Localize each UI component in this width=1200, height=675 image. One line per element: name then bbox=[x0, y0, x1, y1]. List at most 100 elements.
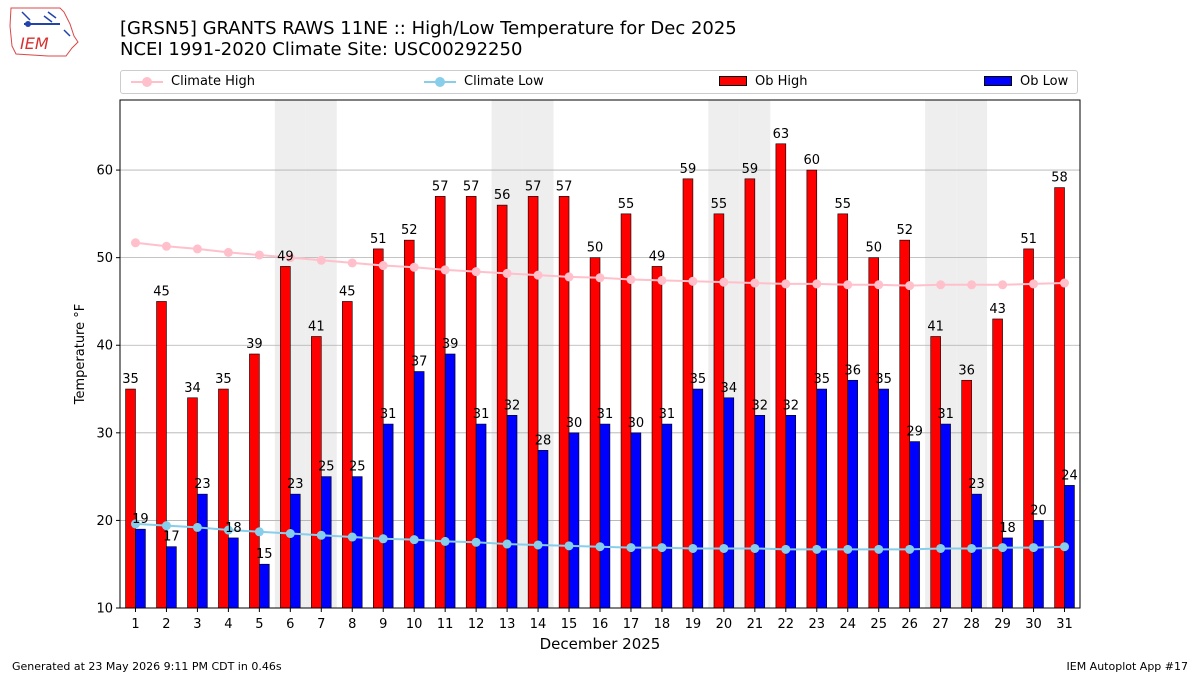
ob-low-bar bbox=[816, 388, 827, 609]
climate-high-point bbox=[409, 262, 419, 272]
ob-high-value-label: 41 bbox=[927, 319, 944, 334]
ob-low-value-label: 23 bbox=[194, 477, 211, 492]
y-tick-label: 20 bbox=[96, 514, 113, 529]
ob-low-value-label: 25 bbox=[349, 460, 366, 475]
climate-low-point bbox=[843, 544, 853, 554]
legend-climate-high: Climate High bbox=[131, 74, 255, 90]
ob-low-value-label: 29 bbox=[906, 425, 923, 440]
climate-low-point bbox=[533, 540, 543, 550]
ob-high-bar bbox=[930, 336, 941, 609]
climate-high-point bbox=[502, 268, 512, 278]
climate-low-point bbox=[316, 530, 326, 540]
ob-low-value-label: 32 bbox=[504, 398, 521, 413]
ob-low-bar bbox=[351, 476, 363, 609]
climate-high-point bbox=[1060, 278, 1070, 288]
ob-low-value-label: 30 bbox=[566, 416, 583, 431]
climate-high-point bbox=[316, 255, 326, 265]
ob-low-bar bbox=[599, 423, 611, 609]
x-tick-label: 31 bbox=[1056, 617, 1073, 632]
y-tick-label: 10 bbox=[96, 602, 113, 617]
climate-high-point bbox=[781, 279, 791, 289]
x-tick-label: 25 bbox=[870, 617, 887, 632]
legend: Climate High Climate Low Ob High Ob Low bbox=[120, 70, 1078, 94]
ob-low-value-label: 31 bbox=[380, 407, 397, 422]
ob-high-value-label: 59 bbox=[680, 162, 697, 177]
y-tick-label: 50 bbox=[96, 251, 113, 266]
ob-high-bar bbox=[434, 196, 446, 609]
ob-low-value-label: 23 bbox=[968, 477, 985, 492]
climate-high-point bbox=[533, 270, 543, 280]
ob-high-bar bbox=[156, 301, 167, 609]
footer-generated: Generated at 23 May 2026 9:11 PM CDT in … bbox=[12, 660, 282, 673]
ob-low-value-label: 18 bbox=[999, 521, 1016, 536]
x-tick-label: 23 bbox=[809, 617, 826, 632]
climate-low-point bbox=[595, 542, 605, 552]
climate-high-point bbox=[192, 244, 202, 254]
ob-high-value-label: 55 bbox=[711, 197, 728, 212]
x-axis-label: December 2025 bbox=[540, 635, 661, 653]
climate-low-point bbox=[347, 532, 357, 542]
ob-high-value-label: 57 bbox=[432, 179, 449, 194]
x-tick-label: 30 bbox=[1025, 617, 1042, 632]
ob-low-value-label: 18 bbox=[225, 521, 242, 536]
climate-high-point bbox=[750, 278, 760, 288]
ob-high-bar bbox=[373, 248, 384, 609]
ob-low-bar bbox=[135, 528, 146, 609]
ob-high-value-label: 60 bbox=[804, 153, 821, 168]
y-tick-label: 30 bbox=[96, 426, 113, 441]
x-tick-label: 16 bbox=[592, 617, 609, 632]
climate-high-point bbox=[719, 277, 729, 287]
ob-high-bar bbox=[1023, 248, 1034, 609]
ob-high-value-label: 50 bbox=[865, 241, 882, 256]
climate-low-line-icon bbox=[424, 75, 456, 89]
y-axis-label: Temperature °F bbox=[73, 304, 88, 405]
ob-high-bar bbox=[744, 178, 756, 609]
climate-high-line-icon bbox=[131, 75, 163, 89]
title-line-1: [GRSN5] GRANTS RAWS 11NE :: High/Low Tem… bbox=[120, 18, 737, 39]
x-tick-label: 29 bbox=[994, 617, 1011, 632]
ob-high-value-label: 36 bbox=[958, 363, 975, 378]
ob-high-bar bbox=[651, 266, 663, 609]
climate-low-point bbox=[688, 543, 698, 553]
climate-high-point bbox=[905, 281, 915, 291]
x-tick-label: 26 bbox=[901, 617, 918, 632]
ob-low-value-label: 31 bbox=[473, 407, 490, 422]
climate-low-point bbox=[812, 544, 822, 554]
ob-low-bar bbox=[940, 423, 951, 609]
ob-high-value-label: 57 bbox=[463, 179, 480, 194]
climate-low-point bbox=[471, 537, 481, 547]
ob-high-bar bbox=[125, 388, 136, 609]
ob-high-value-label: 57 bbox=[525, 179, 542, 194]
ob-low-value-label: 31 bbox=[659, 407, 676, 422]
climate-high-point bbox=[1029, 279, 1039, 289]
ob-low-bar bbox=[909, 441, 920, 609]
x-tick-label: 11 bbox=[437, 617, 454, 632]
ob-high-value-label: 59 bbox=[742, 162, 759, 177]
ob-high-value-label: 52 bbox=[896, 223, 913, 238]
climate-high-point bbox=[626, 275, 636, 285]
x-tick-label: 24 bbox=[839, 617, 856, 632]
ob-high-value-label: 41 bbox=[308, 319, 325, 334]
x-tick-label: 22 bbox=[778, 617, 795, 632]
ob-low-bar bbox=[444, 353, 456, 609]
ob-low-bar bbox=[1033, 520, 1044, 609]
ob-high-bar bbox=[249, 353, 260, 609]
climate-high-point bbox=[161, 241, 171, 251]
ob-low-bar bbox=[630, 432, 642, 609]
ob-high-value-label: 34 bbox=[184, 381, 201, 396]
climate-high-point bbox=[130, 238, 140, 248]
climate-low-point bbox=[626, 543, 636, 553]
x-tick-label: 6 bbox=[286, 617, 294, 632]
ob-low-value-label: 20 bbox=[1030, 503, 1047, 518]
ob-high-value-label: 35 bbox=[215, 372, 232, 387]
climate-high-point bbox=[998, 280, 1008, 290]
climate-low-point bbox=[936, 543, 946, 553]
climate-low-point bbox=[192, 522, 202, 532]
climate-high-point bbox=[874, 280, 884, 290]
x-tick-label: 18 bbox=[654, 617, 671, 632]
ob-low-bar bbox=[259, 563, 270, 609]
ob-high-value-label: 49 bbox=[649, 249, 666, 264]
climate-high-point bbox=[254, 250, 264, 260]
climate-low-point bbox=[874, 544, 884, 554]
climate-high-point bbox=[967, 280, 977, 290]
